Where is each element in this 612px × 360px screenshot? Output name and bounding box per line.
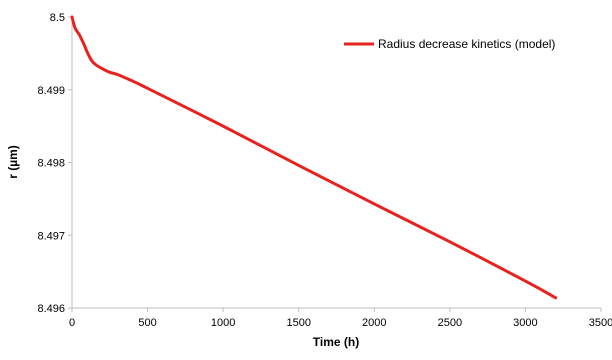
y-tick-label: 8.499 — [37, 85, 65, 97]
x-axis-title: Time (h) — [313, 335, 359, 349]
axes — [71, 17, 601, 309]
y-tick-label: 8.496 — [37, 303, 65, 315]
data-point — [524, 279, 527, 283]
y-tick-labels: 8.496 8.497 8.498 8.499 8.5 — [37, 12, 72, 315]
data-point — [297, 164, 300, 167]
data-point — [73, 26, 77, 30]
x-tick-label: 500 — [138, 317, 156, 329]
series-line — [70, 15, 558, 300]
x-tick-labels: 0 500 1000 1500 2000 2500 3000 3500 — [69, 308, 612, 329]
y-tick-label: 8.497 — [37, 230, 65, 242]
data-point — [70, 15, 74, 19]
data-point — [85, 50, 89, 54]
x-tick-label: 3000 — [513, 317, 537, 329]
data-point — [116, 73, 119, 76]
data-point — [221, 124, 225, 128]
y-axis-title: r (µm) — [6, 145, 20, 179]
legend: Radius decrease kinetics (model) — [344, 37, 555, 51]
y-tick-label: 8.498 — [37, 158, 65, 170]
data-point — [90, 59, 93, 62]
data-point — [146, 87, 149, 90]
x-tick-label: 2000 — [362, 317, 386, 329]
data-point — [101, 67, 104, 70]
data-point — [448, 240, 452, 243]
data-point — [554, 296, 557, 300]
data-point — [108, 71, 111, 74]
y-tick-label: 8.5 — [50, 12, 65, 24]
legend-label: Radius decrease kinetics (model) — [378, 37, 555, 51]
x-tick-label: 3500 — [589, 317, 612, 329]
data-point — [131, 79, 134, 83]
data-point — [78, 33, 81, 37]
x-tick-label: 1000 — [211, 317, 235, 329]
x-tick-label: 0 — [69, 317, 75, 329]
data-point — [373, 202, 376, 206]
x-tick-label: 1500 — [286, 317, 310, 329]
data-point — [94, 63, 98, 67]
series-layer — [70, 15, 558, 300]
x-tick-label: 2500 — [438, 317, 462, 329]
data-point — [82, 43, 86, 46]
